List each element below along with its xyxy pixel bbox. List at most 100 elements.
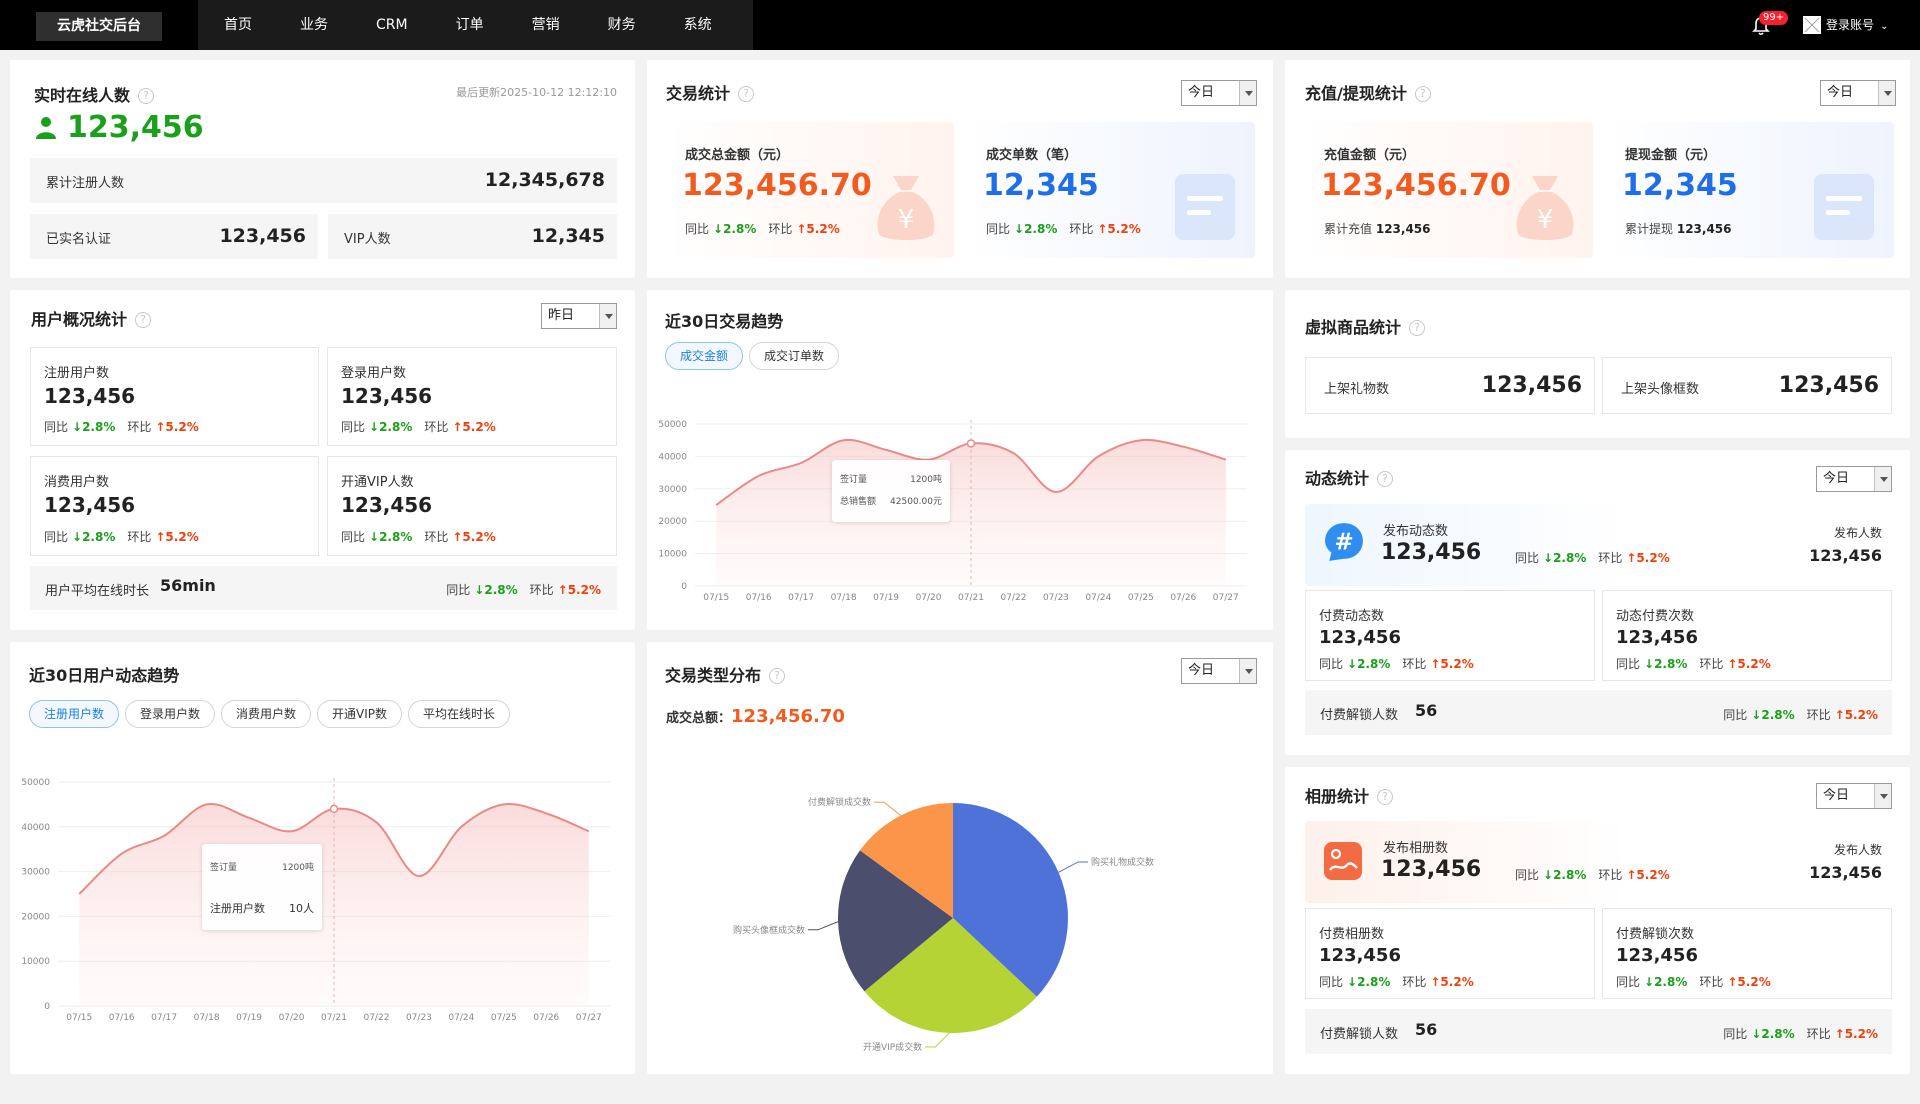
tab-vip-users[interactable]: 开通VIP数 bbox=[317, 700, 403, 728]
vip-users-compare: 同比 ↓2.8% 环比 ↑5.2% bbox=[341, 528, 496, 545]
tab-trade-amount[interactable]: 成交金额 bbox=[665, 342, 744, 370]
tooltip-key: 签订量 bbox=[210, 863, 238, 873]
mom-label: 环比 bbox=[1402, 975, 1427, 989]
nav-item-finance[interactable]: 财务 bbox=[607, 17, 636, 33]
realname-row: 已实名认证 123,456 bbox=[30, 214, 318, 259]
tab-login-users[interactable]: 登录用户数 bbox=[125, 700, 216, 728]
yoy-label: 同比 bbox=[986, 222, 1011, 236]
online-title-text: 实时在线人数 bbox=[34, 86, 131, 105]
help-icon[interactable]: ? bbox=[738, 86, 755, 102]
x-tick-label: 07/20 bbox=[916, 593, 942, 603]
yoy-value: ↓2.8% bbox=[1751, 1027, 1795, 1041]
paid-album-box: 付费相册数 123,456 同比 ↓2.8% 环比 ↑5.2% bbox=[1305, 908, 1595, 999]
users-title-text: 用户概况统计 bbox=[31, 310, 128, 329]
data-point bbox=[329, 804, 339, 814]
brand-logo[interactable]: 云虎社交后台 bbox=[36, 12, 162, 41]
x-tick-label: 07/19 bbox=[236, 1013, 262, 1023]
tooltip-value: 10人 bbox=[289, 902, 314, 915]
mom-value: ↑5.2% bbox=[155, 420, 199, 434]
help-icon[interactable]: ? bbox=[138, 88, 155, 104]
consume-users-value: 123,456 bbox=[44, 493, 136, 517]
pie-label-line bbox=[874, 801, 902, 816]
mom-value: ↑5.2% bbox=[452, 530, 496, 544]
trade-amount-panel: 成交总金额（元） 123,456.70 同比 ↓2.8% 环比 ↑5.2% ¥ bbox=[666, 122, 954, 258]
y-tick-label: 0 bbox=[681, 582, 687, 592]
nav-item-system[interactable]: 系统 bbox=[683, 17, 712, 33]
y-tick-label: 40000 bbox=[658, 452, 687, 462]
x-tick-label: 07/20 bbox=[279, 1013, 305, 1023]
account-label: 登录账号 bbox=[1826, 18, 1875, 32]
tooltip-key: 总销售额 bbox=[840, 497, 877, 507]
help-icon[interactable]: ? bbox=[1414, 86, 1431, 102]
yoy-label: 同比 bbox=[1319, 975, 1344, 989]
tooltip-value: 1200吨 bbox=[910, 475, 942, 485]
help-icon[interactable]: ? bbox=[1377, 789, 1394, 805]
album-unlock-value: 56 bbox=[1415, 1020, 1438, 1039]
trade-period-select[interactable]: 今日 bbox=[1181, 80, 1257, 106]
vip-users-label: 开通VIP人数 bbox=[341, 475, 414, 490]
recharge-period-select[interactable]: 今日 bbox=[1820, 80, 1896, 106]
x-tick-label: 07/27 bbox=[1213, 593, 1239, 603]
pie-slice bbox=[864, 918, 1037, 1033]
vip-row: VIP人数 12,345 bbox=[328, 214, 617, 259]
money-bag-icon: ¥ bbox=[1516, 176, 1574, 240]
x-tick-label: 07/16 bbox=[109, 1013, 135, 1023]
chevron-down-icon bbox=[1878, 81, 1895, 105]
tab-consume-users[interactable]: 消费用户数 bbox=[221, 700, 312, 728]
dynamic-title: 动态统计? bbox=[1305, 465, 1394, 489]
yoy-value: ↓2.8% bbox=[1347, 657, 1391, 671]
album-period-select[interactable]: 今日 bbox=[1816, 783, 1892, 809]
trend30-tooltip: 签订量 1200吨 总销售额 42500.00元 bbox=[832, 460, 950, 522]
x-tick-label: 07/15 bbox=[703, 593, 729, 603]
online-updated: 最后更新2025-10-12 12:12:10 bbox=[456, 86, 617, 99]
trade-title-text: 交易统计 bbox=[666, 84, 731, 103]
help-icon[interactable]: ? bbox=[1409, 320, 1426, 336]
help-icon[interactable]: ? bbox=[135, 312, 152, 328]
mom-value: ↑5.2% bbox=[155, 530, 199, 544]
paid-dynamic-compare: 同比 ↓2.8% 环比 ↑5.2% bbox=[1319, 655, 1474, 672]
registered-users-value: 123,456 bbox=[44, 384, 136, 408]
paid-dynamic-box: 付费动态数 123,456 同比 ↓2.8% 环比 ↑5.2% bbox=[1305, 590, 1595, 681]
trade-type-period-select[interactable]: 今日 bbox=[1181, 658, 1257, 684]
yoy-value: ↓2.8% bbox=[1543, 868, 1587, 882]
mom-value: ↑5.2% bbox=[1834, 1027, 1878, 1041]
album-period-value: 今日 bbox=[1823, 788, 1850, 803]
hash-icon: # bbox=[1325, 523, 1363, 561]
yoy-label: 同比 bbox=[341, 420, 366, 434]
nav-item-crm[interactable]: CRM bbox=[376, 17, 408, 33]
help-icon[interactable]: ? bbox=[1377, 471, 1394, 487]
users-period-select[interactable]: 昨日 bbox=[541, 303, 617, 329]
pie-label: 购买头像框成交数 bbox=[733, 924, 805, 936]
dynamic-period-select[interactable]: 今日 bbox=[1816, 466, 1892, 492]
account-menu[interactable]: 登录账号 ⌄ bbox=[1826, 15, 1888, 37]
tab-trade-orders[interactable]: 成交订单数 bbox=[749, 342, 840, 370]
yoy-label: 同比 bbox=[1515, 551, 1540, 565]
x-tick-label: 07/15 bbox=[66, 1013, 92, 1023]
x-tick-label: 07/23 bbox=[406, 1013, 432, 1023]
y-tick-label: 20000 bbox=[21, 912, 50, 922]
dynamic-posters-label: 发布人数 bbox=[1833, 526, 1882, 540]
album-posters-value: 123,456 bbox=[1809, 863, 1882, 882]
photo-icon bbox=[1324, 842, 1362, 880]
registered-users-label: 注册用户数 bbox=[44, 366, 110, 381]
recharge-title-text: 充值/提现统计 bbox=[1305, 84, 1407, 103]
trade-period-value: 今日 bbox=[1188, 85, 1215, 100]
nav-item-business[interactable]: 业务 bbox=[300, 17, 328, 33]
album-posters-label: 发布人数 bbox=[1833, 843, 1882, 857]
x-tick-label: 07/26 bbox=[533, 1013, 559, 1023]
nav-item-home[interactable]: 首页 bbox=[224, 17, 252, 33]
tab-avg-online[interactable]: 平均在线时长 bbox=[408, 700, 511, 728]
mom-value: ↑5.2% bbox=[796, 222, 840, 236]
avatar[interactable] bbox=[1803, 16, 1821, 34]
tab-registered-users[interactable]: 注册用户数 bbox=[29, 700, 120, 728]
album-unlock-times-label: 付费解锁次数 bbox=[1616, 927, 1695, 942]
nav-item-marketing[interactable]: 营销 bbox=[531, 17, 560, 33]
x-tick-label: 07/21 bbox=[321, 1013, 347, 1023]
trade-amount-value: 123,456.70 bbox=[682, 168, 872, 203]
dynamic-unlock-compare: 同比 ↓2.8% 环比 ↑5.2% bbox=[1723, 706, 1878, 723]
nav-item-orders[interactable]: 订单 bbox=[455, 17, 484, 33]
paid-times-value: 123,456 bbox=[1616, 627, 1698, 648]
help-icon[interactable]: ? bbox=[769, 668, 786, 684]
paid-album-label: 付费相册数 bbox=[1319, 927, 1385, 942]
